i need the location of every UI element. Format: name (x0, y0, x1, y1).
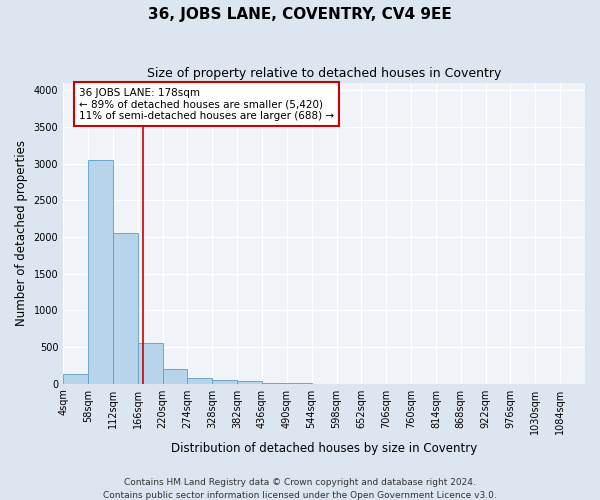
Bar (88, 160, 113, 384)
Bar (237, 382, 262, 384)
Y-axis label: Number of detached properties: Number of detached properties (15, 140, 28, 326)
Bar (212, 380, 237, 384)
Bar (113, 232, 138, 384)
Text: 36 JOBS LANE: 178sqm
← 89% of detached houses are smaller (5,420)
11% of semi-de: 36 JOBS LANE: 178sqm ← 89% of detached h… (79, 88, 334, 121)
Text: 36, JOBS LANE, COVENTRY, CV4 9EE: 36, JOBS LANE, COVENTRY, CV4 9EE (148, 8, 452, 22)
Bar (138, 343, 163, 384)
Text: Contains HM Land Registry data © Crown copyright and database right 2024.
Contai: Contains HM Land Registry data © Crown c… (103, 478, 497, 500)
Title: Size of property relative to detached houses in Coventry: Size of property relative to detached ho… (147, 68, 501, 80)
Bar (163, 369, 187, 384)
Bar (262, 383, 287, 384)
Bar (63, 374, 88, 384)
Bar (187, 378, 212, 384)
X-axis label: Distribution of detached houses by size in Coventry: Distribution of detached houses by size … (171, 442, 477, 455)
